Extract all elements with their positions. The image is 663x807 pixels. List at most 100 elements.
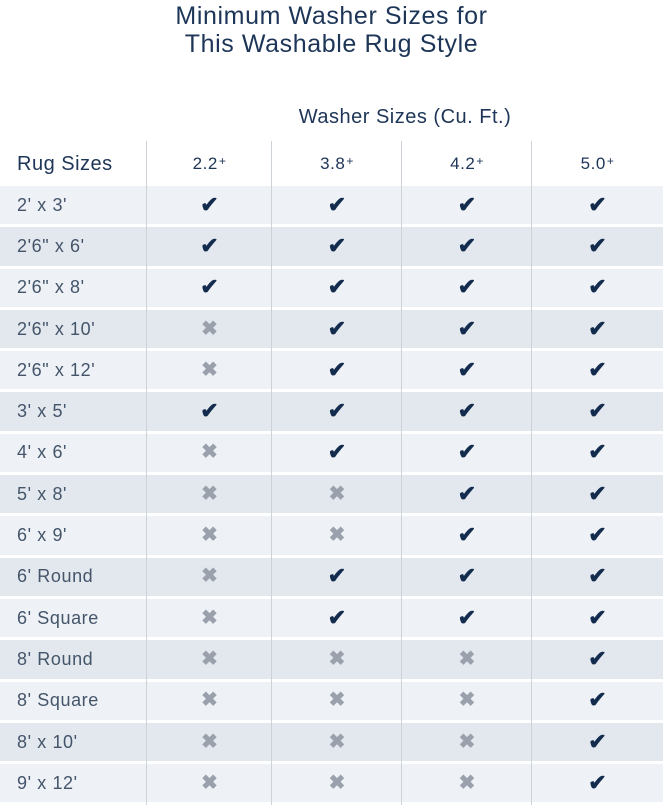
mark-cell: ✔: [147, 234, 272, 258]
mark-cell: ✔: [402, 191, 532, 217]
mark-cell: ✔: [532, 276, 663, 299]
rug-size-label: 6' Square: [17, 607, 99, 628]
mark-cell: ✖: [147, 649, 272, 670]
mark-cell: ✔: [532, 728, 663, 754]
table-row: 8' Square ✖ ✖ ✖ ✔: [0, 681, 663, 723]
mark-cell: ✖: [147, 732, 272, 753]
table-row: 9' x 12' ✖ ✖ ✖ ✔: [0, 764, 663, 806]
mark-cell: ✔: [532, 441, 663, 464]
mark-cell: ✔: [402, 565, 532, 588]
check-icon: ✔: [588, 232, 607, 258]
mark-cell: ✖: [272, 690, 402, 711]
check-icon: ✔: [457, 398, 477, 424]
mark-cell: ✔: [402, 441, 532, 464]
mark-cell: ✔: [272, 191, 402, 217]
table-row: 3' x 5' ✔ ✔ ✔ ✔: [0, 392, 663, 434]
cross-icon: ✖: [201, 358, 218, 381]
check-icon: ✔: [588, 769, 607, 795]
cross-icon: ✖: [201, 771, 218, 794]
rug-size-label: 2'6" x 10': [17, 318, 96, 339]
mark-cell: ✔: [532, 769, 663, 795]
cross-icon: ✖: [458, 771, 476, 794]
mark-cell: ✖: [272, 525, 402, 546]
mark-cell: ✔: [532, 604, 663, 630]
cross-icon: ✖: [201, 565, 218, 588]
table-row: 6' Round ✖ ✔ ✔ ✔: [0, 557, 663, 599]
mark-cell: ✖: [147, 773, 272, 794]
mark-cell: ✔: [272, 400, 402, 423]
rug-size-label: 3' x 5': [17, 401, 68, 422]
check-icon: ✔: [327, 604, 347, 630]
rug-size-label: 2' x 3': [17, 194, 68, 215]
check-icon: ✔: [457, 274, 477, 300]
rug-size-label: 2'6" x 12': [17, 359, 96, 380]
rug-size-label: 9' x 12': [17, 772, 78, 793]
cross-icon: ✖: [328, 482, 346, 505]
mark-cell: ✖: [402, 690, 532, 711]
check-icon: ✔: [457, 191, 477, 217]
mark-cell: ✖: [147, 319, 272, 340]
mark-cell: ✖: [402, 732, 532, 753]
check-icon: ✔: [457, 439, 477, 465]
mark-cell: ✖: [272, 732, 402, 753]
rug-size-label: 8' x 10': [17, 731, 78, 752]
rug-size-label: 5' x 8': [17, 483, 68, 504]
table-body: 2' x 3' ✔ ✔ ✔ ✔ 2'6" x 6' ✔ ✔ ✔ ✔ 2'6" x…: [0, 186, 663, 806]
check-icon: ✔: [588, 645, 607, 671]
mark-cell: ✖: [147, 608, 272, 629]
mark-cell: ✖: [272, 773, 402, 794]
check-icon: ✔: [588, 480, 607, 506]
mark-cell: ✖: [272, 484, 402, 505]
mark-cell: ✔: [272, 565, 402, 588]
check-icon: ✔: [327, 398, 347, 424]
cross-icon: ✖: [458, 730, 476, 753]
cross-icon: ✖: [328, 771, 346, 794]
cross-icon: ✖: [328, 730, 346, 753]
mark-cell: ✔: [272, 358, 402, 382]
check-icon: ✔: [327, 315, 347, 341]
row-header-label: Rug Sizes: [17, 152, 113, 175]
rug-size-label: 8' Round: [17, 648, 94, 669]
table-row: 2'6" x 8' ✔ ✔ ✔ ✔: [0, 268, 663, 310]
mark-cell: ✖: [147, 484, 272, 505]
cross-icon: ✖: [201, 441, 218, 464]
check-icon: ✔: [588, 522, 607, 548]
check-icon: ✔: [200, 191, 219, 217]
check-icon: ✔: [457, 563, 477, 589]
mark-cell: ✖: [147, 690, 272, 711]
page-title: Minimum Washer Sizes for This Washable R…: [0, 2, 663, 58]
check-icon: ✔: [588, 687, 607, 713]
mark-cell: ✔: [272, 315, 402, 341]
check-icon: ✔: [588, 728, 607, 754]
mark-cell: ✔: [402, 317, 532, 341]
check-icon: ✔: [588, 604, 607, 630]
table-row: 2' x 3' ✔ ✔ ✔ ✔: [0, 186, 663, 228]
mark-cell: ✔: [402, 604, 532, 630]
table-row: 2'6" x 6' ✔ ✔ ✔ ✔: [0, 227, 663, 269]
mark-cell: ✔: [402, 358, 532, 382]
check-icon: ✔: [327, 191, 347, 217]
mark-cell: ✔: [272, 604, 402, 630]
cross-icon: ✖: [201, 730, 218, 753]
check-icon: ✔: [457, 604, 477, 630]
cross-icon: ✖: [328, 689, 346, 712]
check-icon: ✔: [588, 191, 607, 217]
column-divider: [401, 141, 402, 805]
mark-cell: ✔: [532, 689, 663, 712]
column-group-header: Washer Sizes (Cu. Ft.): [298, 106, 512, 128]
mark-cell: ✖: [402, 649, 532, 670]
column-divider: [531, 141, 532, 805]
cross-icon: ✖: [328, 524, 346, 547]
table-row: 5' x 8' ✖ ✖ ✔ ✔: [0, 475, 663, 517]
table-row: 8' Round ✖ ✖ ✖ ✔: [0, 640, 663, 682]
table-row: 6' x 9' ✖ ✖ ✔ ✔: [0, 516, 663, 558]
mark-cell: ✖: [147, 525, 272, 546]
column-header: 2.2+: [192, 154, 227, 173]
mark-cell: ✔: [532, 232, 663, 258]
mark-cell: ✔: [147, 191, 272, 217]
mark-cell: ✔: [402, 482, 532, 506]
mark-cell: ✔: [272, 441, 402, 464]
cross-icon: ✖: [201, 317, 218, 340]
table-row: 6' Square ✖ ✔ ✔ ✔: [0, 598, 663, 641]
check-icon: ✔: [457, 522, 477, 548]
